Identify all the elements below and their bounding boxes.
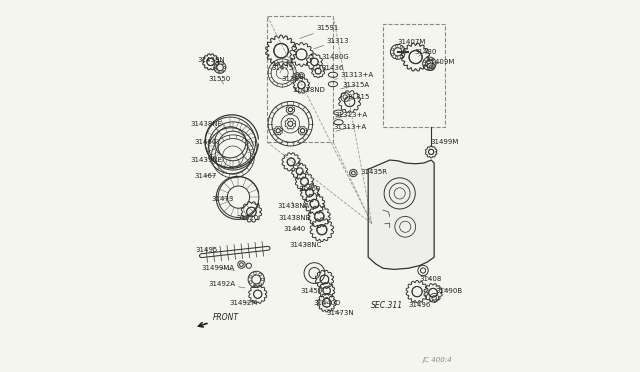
Text: 31438ND: 31438ND	[292, 87, 325, 93]
Text: FRONT: FRONT	[198, 313, 239, 327]
Text: 31591: 31591	[300, 26, 339, 38]
Text: 31313+A: 31313+A	[333, 125, 366, 131]
Text: 31473: 31473	[212, 196, 234, 202]
Text: 31313: 31313	[314, 38, 349, 49]
Text: 31315: 31315	[347, 94, 370, 102]
Text: SEC.311: SEC.311	[371, 301, 403, 310]
Text: 31467: 31467	[194, 173, 216, 179]
Text: 31439NE: 31439NE	[190, 157, 222, 163]
Text: 31475: 31475	[271, 65, 293, 73]
Text: 31469: 31469	[298, 184, 321, 192]
Text: 31480: 31480	[415, 49, 437, 56]
Text: 31435R: 31435R	[353, 169, 388, 175]
Text: 31460: 31460	[194, 139, 216, 145]
Text: 31315A: 31315A	[340, 82, 369, 89]
Text: 31495: 31495	[196, 247, 222, 253]
Text: 31313+A: 31313+A	[335, 72, 374, 79]
Text: 31438NA: 31438NA	[277, 202, 310, 209]
Text: 31438NC: 31438NC	[290, 242, 322, 248]
Text: 31409M: 31409M	[427, 59, 455, 67]
Text: 31407M: 31407M	[397, 39, 426, 52]
Text: 31480G: 31480G	[319, 54, 349, 63]
Text: 31438NB: 31438NB	[278, 215, 311, 221]
Text: 31408: 31408	[419, 276, 442, 282]
Text: 31492A: 31492A	[209, 281, 245, 288]
Text: 31490B: 31490B	[436, 286, 463, 294]
Text: 31550: 31550	[209, 76, 231, 84]
Polygon shape	[368, 160, 434, 269]
Text: 31313+A: 31313+A	[334, 112, 367, 119]
Text: 31473N: 31473N	[326, 309, 355, 316]
Text: 31499MA: 31499MA	[202, 264, 235, 270]
Bar	[268, 16, 333, 142]
Text: 31438NE: 31438NE	[190, 121, 222, 132]
Text: 31496: 31496	[408, 302, 431, 308]
Text: 31492M: 31492M	[229, 300, 257, 306]
Text: 31313: 31313	[281, 76, 303, 82]
Text: 31438N: 31438N	[198, 57, 225, 73]
Text: 31440D: 31440D	[314, 300, 341, 306]
Text: 31450: 31450	[301, 287, 323, 294]
Text: JC 400:4: JC 400:4	[422, 357, 452, 363]
Text: 31420: 31420	[237, 215, 259, 221]
Text: 31440: 31440	[284, 226, 306, 232]
Text: 31436: 31436	[320, 65, 344, 72]
Bar	[383, 25, 445, 128]
Text: 31499M: 31499M	[429, 139, 459, 148]
